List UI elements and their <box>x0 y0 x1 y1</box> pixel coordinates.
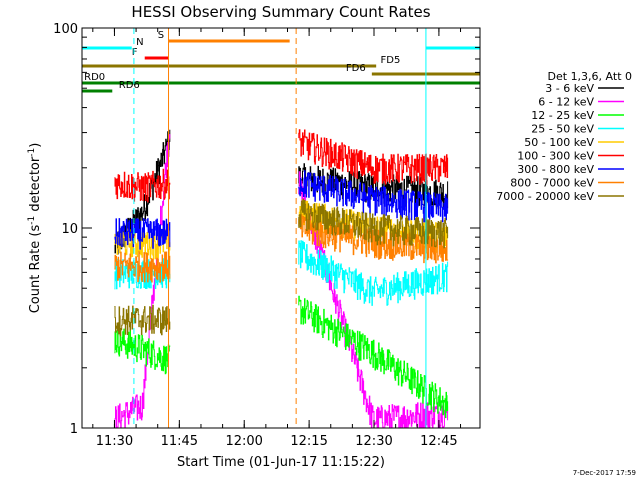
timestamp: 7-Dec-2017 17:59 <box>573 469 636 477</box>
x-tick-label: 12:45 <box>420 434 457 449</box>
flag-label: FD6 <box>346 63 366 74</box>
flag-label: S <box>158 30 164 41</box>
x-tick-label: 11:30 <box>96 434 133 449</box>
flag-label: RD0 <box>84 72 105 83</box>
series-line <box>298 240 449 306</box>
series-line <box>114 251 171 283</box>
series-line <box>298 129 449 185</box>
series-line <box>114 134 171 429</box>
series-line <box>114 168 171 203</box>
legend-entry-label: 3 - 6 keV <box>545 82 594 95</box>
flag-label: RD6 <box>119 80 140 91</box>
y-tick-label: 1 <box>70 422 78 437</box>
y-axis-label-exp2: -1 <box>27 148 37 157</box>
series-line <box>114 304 171 337</box>
series-line <box>298 295 449 419</box>
legend-header: Det 1,3,6, Att 0 <box>548 70 632 83</box>
flag-bars: N S F FD5 FD6 RD0 RD6 <box>82 30 480 93</box>
y-axis-label-end: ) <box>28 143 43 148</box>
series-line <box>298 198 449 249</box>
plot-data <box>114 129 449 429</box>
x-axis-label: Start Time (01-Jun-17 11:15:22) <box>177 455 385 470</box>
x-tick-label: 12:00 <box>225 434 262 449</box>
legend-entry-label: 12 - 25 keV <box>531 109 594 122</box>
legend-entry-label: 100 - 300 keV <box>517 150 594 163</box>
y-tick-label: 100 <box>53 22 78 37</box>
x-tick-label: 12:15 <box>290 434 327 449</box>
legend-entry-label: 800 - 7000 keV <box>510 177 594 190</box>
axes: 11:30 11:45 12:00 12:15 12:30 12:45 1 10 100 <box>53 22 480 449</box>
legend-entry-label: 50 - 100 keV <box>524 136 594 149</box>
series-line <box>114 327 171 375</box>
x-tick-label: 12:30 <box>355 434 392 449</box>
x-tick-label: 11:45 <box>161 434 198 449</box>
series-line <box>298 170 449 223</box>
flag-label: FD5 <box>381 55 401 66</box>
legend-entry-label: 6 - 12 keV <box>538 96 594 109</box>
flag-label: F <box>132 47 138 58</box>
flag-label: N <box>136 37 143 48</box>
y-axis-label-exp1: -1 <box>27 216 37 225</box>
chart-title: HESSI Observing Summary Count Rates <box>131 3 430 21</box>
y-tick-label: 10 <box>61 222 78 237</box>
legend-entry-label: 300 - 800 keV <box>517 163 594 176</box>
y-axis-label-main: Count Rate (s <box>28 225 43 314</box>
legend-entry-label: 25 - 50 keV <box>531 123 594 136</box>
y-axis-label-mid: detector <box>28 156 43 216</box>
series-line <box>114 218 171 250</box>
y-axis-label: Count Rate (s-1 detector-1) <box>27 143 43 314</box>
legend-entry-label: 7000 - 20000 keV <box>496 190 594 203</box>
